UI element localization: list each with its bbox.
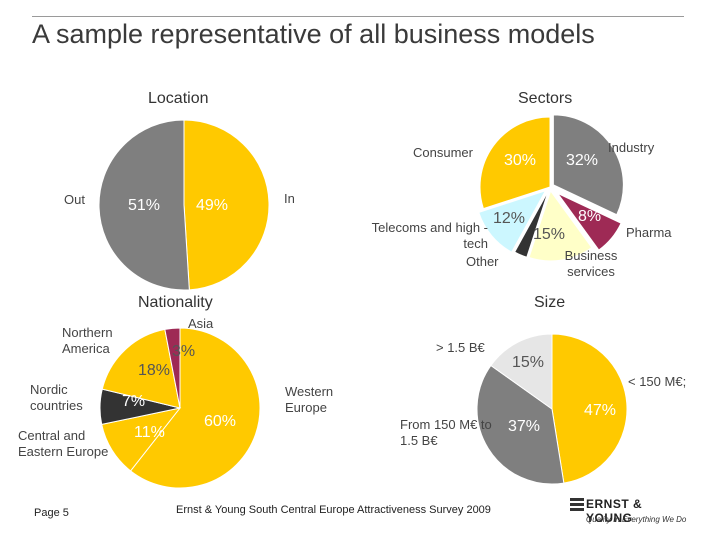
sectors-slice-consumer [479,116,551,210]
logo-wordmark: ERNST & YOUNG [586,497,643,525]
value-western-europe: 60% [204,413,237,430]
label-western-europe: Western Europe [285,384,334,415]
label-central-eastern: Central and Eastern Europe [18,428,109,459]
label-consumer: Consumer [413,145,473,160]
page-title: A sample representative of all business … [32,19,595,49]
sectors-chart-title: Sectors [518,90,573,107]
nationality-slice-asia [164,327,181,409]
sectors-slice-pharma [557,192,622,251]
value-out: 51% [128,197,161,214]
size-slice-150-m [551,333,628,484]
location-slice-in [183,119,270,291]
value-northern-america: 18% [138,362,171,379]
size-slice-1-5-b [490,333,553,410]
label-out: Out [64,192,85,207]
value-in: 49% [196,197,229,214]
label-industry: Industry [608,140,655,155]
label-medium: From 150 M€ to 1.5 B€ [400,417,492,448]
value-central-eastern: 11% [134,424,165,441]
value-business-services: 15% [533,226,566,243]
value-small: 47% [584,402,617,419]
source-note: Ernst & Young South Central Europe Attra… [176,504,491,516]
sectors-slice-business-services [528,189,593,262]
location-slice-out [98,119,190,291]
label-in: In [284,191,295,206]
value-medium: 37% [508,418,541,435]
logo-mark-icon [570,498,584,511]
value-consumer: 30% [504,152,537,169]
size-slice-from-150-m-to-1-5-b [476,364,565,485]
value-nordic: 7% [122,393,146,410]
value-asia: 3% [172,343,196,360]
location-chart-title: Location [148,90,209,107]
page-number: Page 5 [34,507,69,519]
value-large: 15% [512,354,545,371]
sectors-slice-telecoms-and-high-tech [478,189,547,253]
label-large: > 1.5 B€ [436,340,485,355]
label-other: Other [466,254,499,269]
value-pharma: 8% [578,208,602,225]
sectors-slice-industry [552,114,624,216]
value-telecoms: 12% [493,210,526,227]
label-nordic: Nordic countries [30,382,83,413]
nationality-slice-northern-america [101,328,181,409]
sectors-slice-other [514,190,549,258]
label-pharma: Pharma [626,225,672,240]
label-business-services: Business services [564,248,618,279]
label-small: < 150 M€; [628,374,687,389]
ernst-young-logo: ERNST & YOUNG Quality In Everything We D… [568,496,688,530]
size-chart-title: Size [534,294,566,311]
label-northern-america: Northern America [62,325,113,356]
value-industry: 32% [566,152,599,169]
label-asia: Asia [188,316,214,331]
logo-tagline: Quality In Everything We Do [586,515,687,524]
title-rule [32,16,684,17]
nationality-slice-western-europe [129,327,261,489]
label-telecoms: Telecoms and high -tech [371,220,488,251]
nationality-chart-title: Nationality [138,294,213,311]
